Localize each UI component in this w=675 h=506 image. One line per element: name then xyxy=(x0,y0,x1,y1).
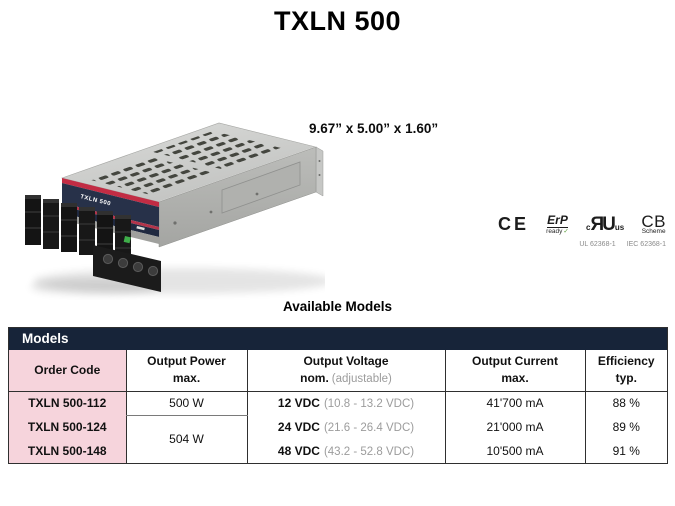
header-line: Output Power xyxy=(147,354,226,369)
header-line: Output Current xyxy=(472,354,558,369)
cb-scheme-icon: CB Scheme xyxy=(641,211,666,236)
cb-scheme-label: Scheme xyxy=(641,228,666,236)
cell-efficiency: 88 % xyxy=(584,391,667,415)
leaf-icon: ✓ xyxy=(563,228,569,235)
col-header-output-power: Output Power max. xyxy=(125,350,247,392)
cell-order-code: TXLN 500-124 xyxy=(9,415,126,439)
erp-ready-label: ready✓ xyxy=(546,228,569,235)
ce-mark-icon: CE xyxy=(498,214,530,235)
cell-output-current: 41'700 mA xyxy=(444,391,585,415)
cell-efficiency: 91 % xyxy=(584,439,667,463)
cell-output-voltage: 48 VDC (43.2 - 52.8 VDC) xyxy=(246,439,445,463)
table-row: TXLN 500-112 500 W 12 VDC (10.8 - 13.2 VD… xyxy=(9,391,667,416)
models-table-title: Models xyxy=(9,328,667,350)
vent-slots xyxy=(87,157,214,195)
table-row: TXLN 500-124 504 W 24 VDC (21.6 - 26.4 VD… xyxy=(9,415,667,463)
certification-marks: CE ErP ready✓ c ЯU us CB Scheme UL 62368-1… xyxy=(498,211,666,248)
cell-output-voltage: 24 VDC (21.6 - 26.4 VDC) xyxy=(246,415,445,439)
cell-output-current: 10'500 mA xyxy=(444,439,585,463)
vent-slots xyxy=(153,131,281,169)
ul-recognized-icon: c ЯU us xyxy=(586,215,624,234)
col-header-order-code: Order Code xyxy=(9,350,126,392)
cell-efficiency: 89 % xyxy=(584,415,667,439)
ul-standard-label: UL 62368-1 xyxy=(579,240,616,248)
standards-caption: UL 62368-1 IEC 62368-1 xyxy=(498,241,666,248)
models-table: Models Order Code Output Power max. Outp… xyxy=(8,327,668,464)
header-subline: max. xyxy=(501,371,529,386)
product-photo: TXLN 500 xyxy=(25,95,333,300)
cell-output-current: 21'000 mA xyxy=(444,415,585,439)
side-recess xyxy=(221,161,301,214)
page-title: TXLN 500 xyxy=(273,6,402,36)
header-line: Output Voltage xyxy=(303,354,389,369)
header-subline: typ. xyxy=(615,371,637,386)
col-header-output-voltage: Output Voltage nom. (adjustable) xyxy=(246,350,445,392)
led-indicator xyxy=(123,236,131,244)
available-models-heading: Available Models xyxy=(282,299,393,314)
cb-label: CB xyxy=(641,211,666,231)
power-supply-illustration: TXLN 500 xyxy=(25,122,333,295)
cell-output-voltage: 12 VDC (10.8 - 13.2 VDC) xyxy=(246,391,445,415)
cell-order-code: TXLN 500-148 xyxy=(9,439,126,463)
erp-ready-icon: ErP ready✓ xyxy=(546,214,569,236)
ul-us-label: us xyxy=(614,223,625,233)
header-line: Efficiency xyxy=(597,354,655,369)
header-subline: max. xyxy=(172,371,201,386)
output-terminals xyxy=(25,195,161,292)
ul-mark-label: ЯU xyxy=(590,214,615,236)
col-header-efficiency: Efficiency typ. xyxy=(584,350,667,392)
erp-label: ErP xyxy=(547,213,568,228)
cell-output-power: 500 W xyxy=(125,391,247,416)
models-data-table: Order Code Output Power max. Output Volt… xyxy=(9,350,667,463)
dimensions-label: 9.67” x 5.00” x 1.60” xyxy=(309,121,439,136)
table-header-row: Order Code Output Power max. Output Volt… xyxy=(9,350,667,392)
cell-output-power: 504 W xyxy=(125,415,247,463)
cell-order-code: TXLN 500-112 xyxy=(9,391,126,415)
col-header-output-current: Output Current max. xyxy=(444,350,585,392)
table-row: TXLN 500-148 48 VDC (43.2 - 52.8 VDC) 10'… xyxy=(9,439,667,463)
ul-c-label: c xyxy=(586,223,591,233)
header-subline: nom. (adjustable) xyxy=(300,371,392,386)
iec-standard-label: IEC 62368-1 xyxy=(626,240,666,248)
